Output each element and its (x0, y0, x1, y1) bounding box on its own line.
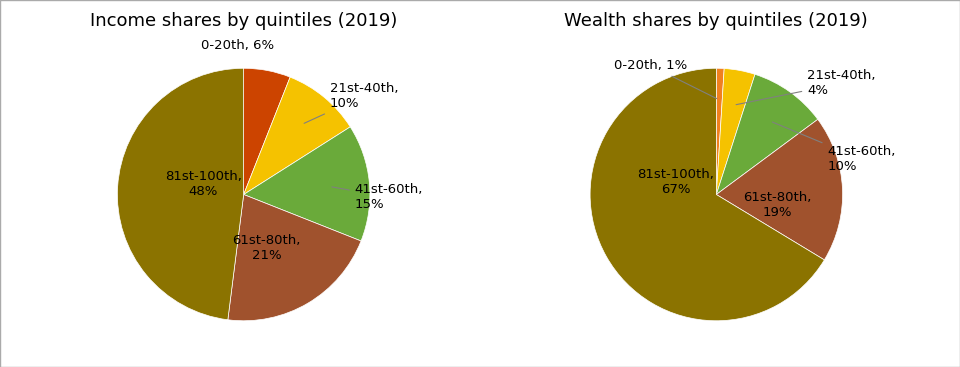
Title: Wealth shares by quintiles (2019): Wealth shares by quintiles (2019) (564, 12, 868, 30)
Text: 81st-100th,
48%: 81st-100th, 48% (165, 170, 242, 199)
Wedge shape (716, 68, 724, 195)
Wedge shape (117, 68, 244, 320)
Wedge shape (716, 75, 818, 195)
Wedge shape (716, 69, 755, 195)
Wedge shape (244, 127, 370, 241)
Text: 21st-40th,
10%: 21st-40th, 10% (304, 82, 398, 123)
Wedge shape (716, 119, 843, 260)
Text: 0-20th, 6%: 0-20th, 6% (201, 39, 274, 52)
Wedge shape (244, 77, 350, 195)
Text: 21st-40th,
4%: 21st-40th, 4% (736, 69, 876, 105)
Text: 61st-80th,
21%: 61st-80th, 21% (232, 233, 300, 262)
Text: 41st-60th,
15%: 41st-60th, 15% (332, 183, 423, 211)
Text: 0-20th, 1%: 0-20th, 1% (614, 59, 717, 99)
Title: Income shares by quintiles (2019): Income shares by quintiles (2019) (90, 12, 397, 30)
Wedge shape (590, 68, 825, 321)
Wedge shape (244, 68, 290, 195)
Text: 41st-60th,
10%: 41st-60th, 10% (773, 122, 896, 173)
Text: 81st-100th,
67%: 81st-100th, 67% (637, 168, 714, 196)
Wedge shape (228, 195, 361, 321)
Text: 61st-80th,
19%: 61st-80th, 19% (743, 190, 811, 219)
